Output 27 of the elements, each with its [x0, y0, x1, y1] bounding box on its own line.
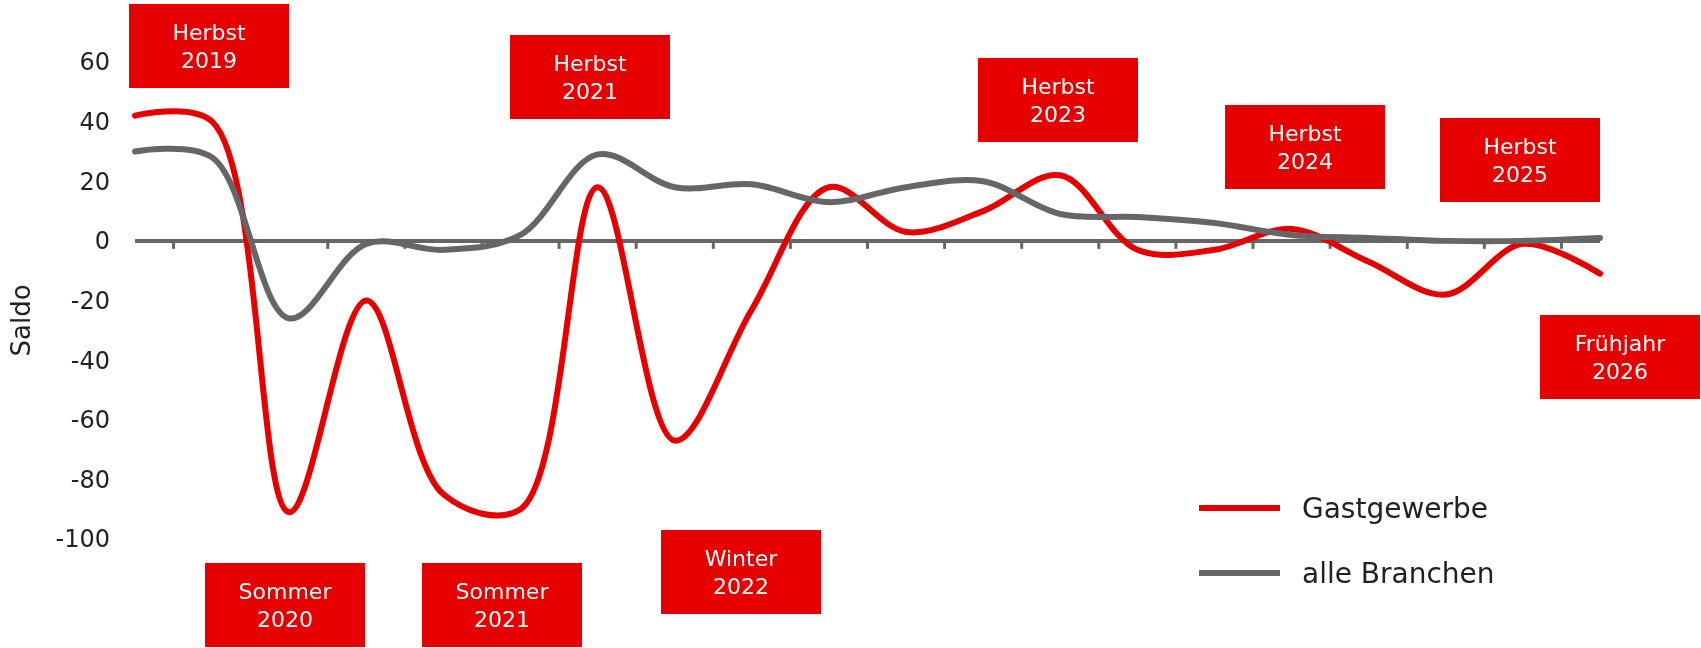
annotation: Herbst 2021: [553, 50, 627, 104]
callout-box: Herbst 2021: [510, 35, 670, 119]
annotation: Herbst 2024: [1268, 120, 1342, 174]
y-tick-label: -40: [70, 346, 110, 375]
callout-box: Frühjahr 2026: [1540, 315, 1700, 399]
y-tick-label: 40: [79, 108, 110, 137]
annotation: Frühjahr 2026: [1574, 330, 1667, 384]
callout-box: Herbst 2025: [1440, 118, 1600, 202]
legend-label: Gastgewerbe: [1302, 491, 1489, 525]
y-axis-title: Saldo: [6, 284, 36, 357]
annotation: Herbst 2025: [1483, 133, 1557, 187]
legend-label: alle Branchen: [1302, 556, 1495, 590]
callout-box: Herbst 2023: [978, 58, 1138, 142]
y-tick-label: -100: [55, 525, 110, 554]
annotation: Herbst 2019: [172, 19, 246, 73]
annotation: Herbst 2023: [1021, 73, 1095, 127]
callout-box: Sommer 2021: [422, 563, 582, 647]
y-tick-label: -20: [70, 286, 110, 315]
y-tick-label: 20: [79, 167, 110, 196]
y-tick-label: -80: [70, 465, 110, 494]
y-tick-label: 0: [94, 227, 110, 256]
callout-box: Herbst 2024: [1225, 105, 1385, 189]
y-tick-label: 60: [79, 48, 110, 77]
callout-box: Winter 2022: [661, 530, 821, 614]
callout-box: Sommer 2020: [205, 563, 365, 647]
callout-box: Herbst 2019: [129, 4, 289, 88]
y-tick-label: -60: [70, 406, 110, 435]
